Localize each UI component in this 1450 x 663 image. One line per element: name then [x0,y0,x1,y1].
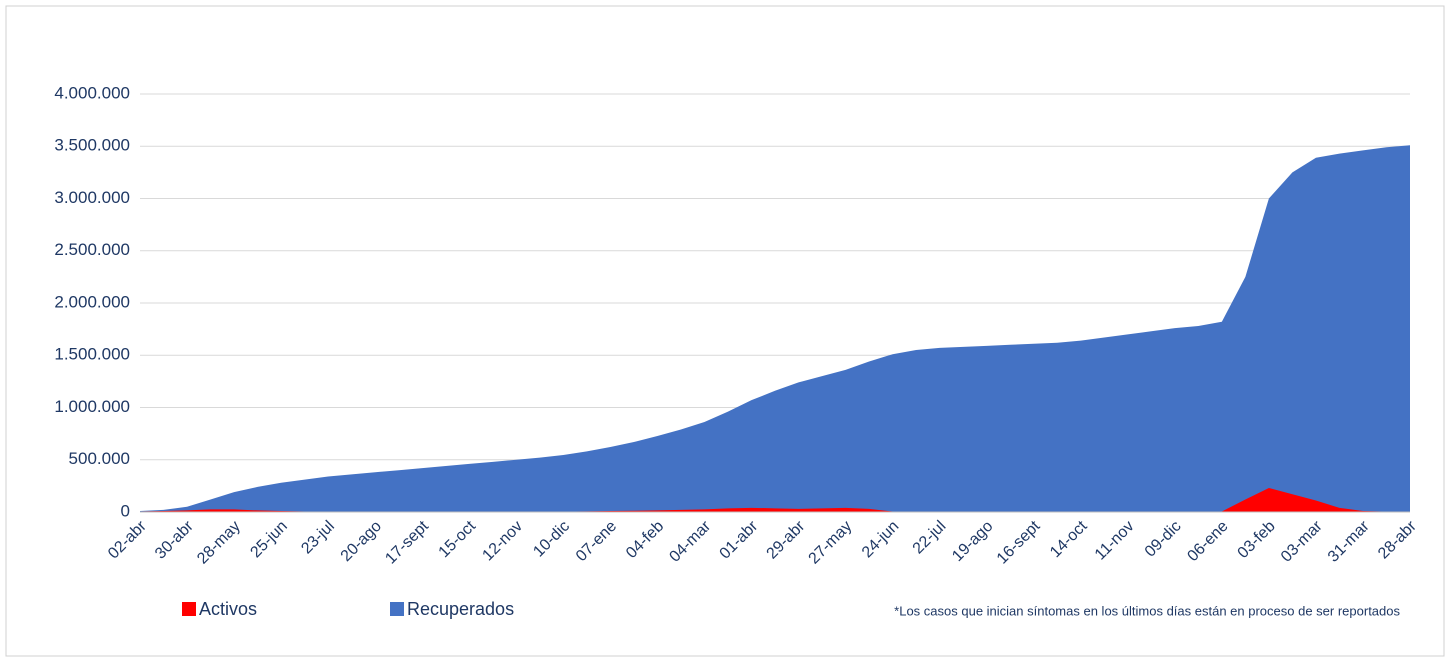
y-tick-label: 2.000.000 [54,292,130,311]
y-tick-label: 2.500.000 [54,240,130,259]
area [140,145,1410,512]
y-tick-label: 3.000.000 [54,188,130,207]
y-tick-label: 4.000.000 [54,83,130,102]
y-tick-label: 0 [121,501,130,520]
y-tick-label: 1.000.000 [54,397,130,416]
legend-label: Activos [199,599,257,619]
footnote: *Los casos que inician síntomas en los ú… [894,603,1400,618]
y-tick-label: 3.500.000 [54,136,130,155]
y-tick-label: 500.000 [69,449,130,468]
legend-swatch [182,602,196,616]
y-tick-label: 1.500.000 [54,345,130,364]
legend-label: Recuperados [407,599,514,619]
legend-swatch [390,602,404,616]
area [140,487,1410,512]
